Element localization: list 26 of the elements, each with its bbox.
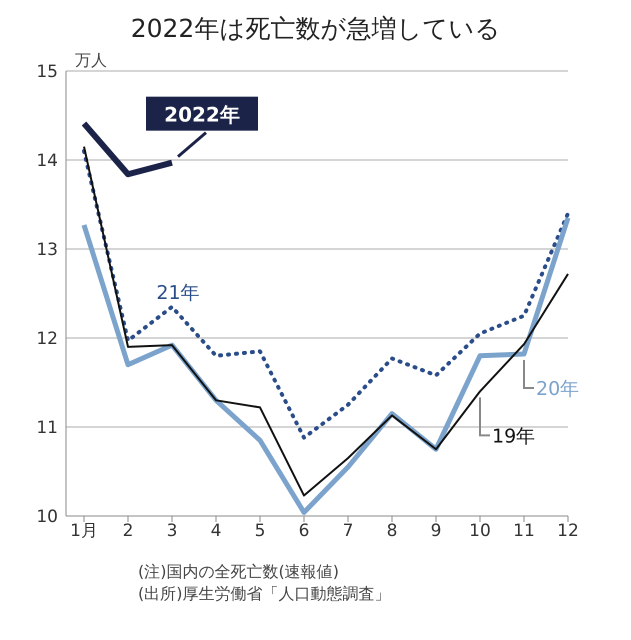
y-tick-label: 14 (36, 151, 58, 172)
series-label: 21年 (156, 282, 200, 304)
x-tick-label: 10 (469, 521, 491, 542)
x-tick-label: 1月 (70, 521, 98, 542)
y-tick-label: 15 (36, 62, 58, 82)
x-tick-label: 7 (342, 521, 354, 542)
x-tick-label: 11 (513, 521, 535, 542)
series-label: 2022年 (164, 102, 240, 127)
series-label: 19年 (492, 425, 536, 448)
x-tick-label: 3 (166, 521, 178, 542)
x-tick-label: 8 (386, 521, 398, 542)
series-label: 20年 (536, 378, 580, 400)
x-tick-label: 9 (430, 521, 442, 542)
y-tick-label: 12 (36, 329, 58, 350)
x-tick-label: 6 (298, 521, 310, 542)
x-tick-label: 2 (122, 521, 134, 542)
y-tick-label: 11 (36, 418, 58, 438)
text: (出所)厚生労働省「人口動態調査」 (138, 583, 392, 605)
y-tick-label: 13 (36, 240, 58, 260)
x-tick-label: 5 (254, 521, 266, 542)
text: (注)国内の全死亡数(速報値) (138, 561, 340, 583)
y-axis-title: 万人 (75, 50, 107, 70)
y-tick-label: 10 (36, 507, 58, 528)
x-tick-label: 4 (210, 521, 222, 542)
chart-title: 2022年は死亡数が急増している (130, 13, 502, 45)
x-tick-label: 12 (557, 521, 579, 542)
